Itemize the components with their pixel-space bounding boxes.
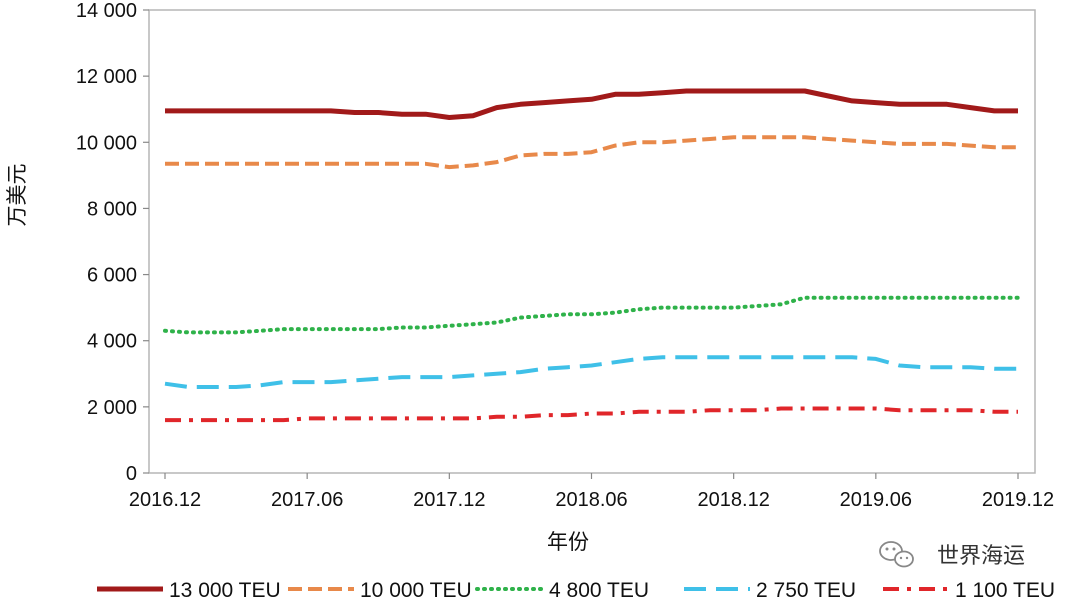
y-axis-ticks: 0 2 000 4 000 6 000 8 000 10 000 12 000 14 000 <box>76 0 149 485</box>
legend-label: 2 750 TEU <box>756 579 856 602</box>
wechat-icon <box>879 541 914 568</box>
y-tick-label: 14 000 <box>76 0 137 22</box>
legend-label: 13 000 TEU <box>169 579 281 602</box>
y-tick-label: 4 000 <box>87 331 137 353</box>
legend-label: 10 000 TEU <box>360 579 472 602</box>
series-line-2 <box>165 135 1018 170</box>
plot-frame <box>148 9 1036 474</box>
x-axis-title: 年份 <box>547 531 589 554</box>
legend-label: 1 100 TEU <box>955 579 1055 602</box>
y-axis-title: 万美元 <box>6 164 29 227</box>
series-line-1 <box>165 88 1018 120</box>
series-lines <box>163 88 1020 423</box>
y-tick-label: 12 000 <box>76 66 137 88</box>
y-tick-label: 8 000 <box>87 198 137 220</box>
x-tick-label: 2016.12 <box>129 489 201 511</box>
legend-label: 4 800 TEU <box>549 579 649 602</box>
y-tick-label: 10 000 <box>76 132 137 154</box>
watermark-text: 世界海运 <box>937 543 1025 568</box>
x-tick-label: 2019.06 <box>840 489 912 511</box>
y-tick-label: 0 <box>126 463 137 485</box>
series-line-4 <box>164 355 1018 389</box>
y-tick-label: 2 000 <box>87 397 137 419</box>
y-tick-label: 6 000 <box>87 265 137 287</box>
x-axis-ticks: 2016.12 2017.06 2017.12 2018.06 2018.12 2019.… <box>129 473 1054 511</box>
series-line-5 <box>165 406 1018 423</box>
series-line-3 <box>163 295 1020 335</box>
legend: 13 000 TEU 10 000 TEU 4 800 TEU 2 750 TEU 1 … <box>97 579 1055 602</box>
x-tick-label: 2019.12 <box>982 489 1054 511</box>
x-tick-label: 2018.12 <box>698 489 770 511</box>
x-tick-label: 2017.06 <box>271 489 343 511</box>
x-tick-label: 2018.06 <box>555 489 627 511</box>
x-tick-label: 2017.12 <box>413 489 485 511</box>
watermark: 世界海运 <box>879 541 1025 568</box>
